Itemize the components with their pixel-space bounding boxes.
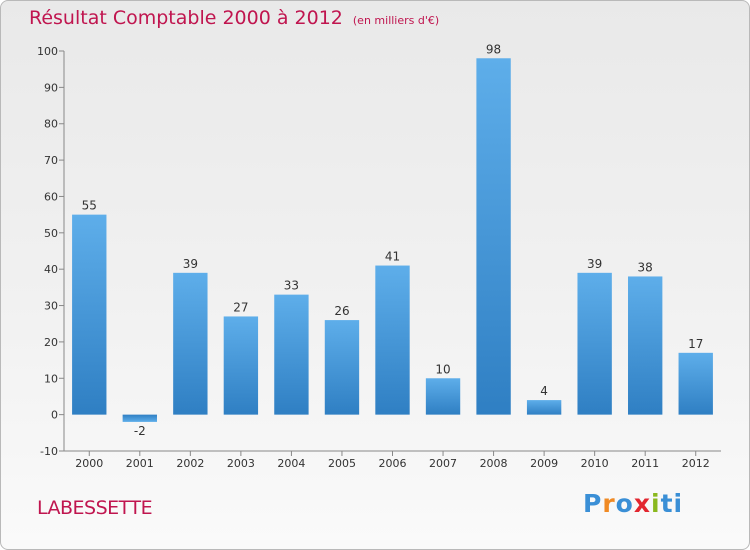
data-label: 98 [486, 42, 501, 56]
bar [476, 58, 511, 415]
y-tick-label: 30 [44, 300, 58, 313]
bar [678, 352, 713, 415]
y-tick-label: -10 [40, 445, 58, 458]
data-label: 4 [540, 384, 548, 398]
data-label: 39 [587, 257, 602, 271]
y-tick-label: 60 [44, 190, 58, 203]
y-tick-label: 20 [44, 336, 58, 349]
labels: 55 -2 39 27 33 26 41 10 98 4 39 38 17 [82, 42, 704, 438]
data-label: 41 [385, 250, 400, 264]
bar [324, 320, 360, 415]
y-tick-label: 80 [44, 118, 58, 131]
logo-letter: i [673, 489, 684, 518]
bar [628, 276, 663, 415]
proxiti-logo: Proxiti [583, 489, 683, 518]
x-tick-label: 2003 [227, 457, 255, 470]
y-tick-label: 100 [37, 45, 58, 58]
y-tick-label: 10 [44, 372, 58, 385]
y-tick-label: 90 [44, 81, 58, 94]
x-tick-label: 2012 [682, 457, 710, 470]
data-label: 39 [183, 257, 198, 271]
x-tick-label: 2004 [277, 457, 305, 470]
logo-letter: t [660, 489, 674, 518]
title-text: Résultat Comptable 2000 à 2012 [29, 7, 343, 29]
data-label: 17 [688, 337, 703, 351]
data-label: 38 [638, 260, 653, 274]
bars [72, 58, 713, 422]
x-tick-label: 2002 [176, 457, 204, 470]
data-label: -2 [134, 424, 146, 438]
data-label: 26 [334, 304, 349, 318]
data-label: 10 [435, 362, 450, 376]
chart-title: Résultat Comptable 2000 à 2012 (en millie… [29, 7, 439, 29]
bar [223, 316, 259, 415]
bar [173, 272, 208, 415]
logo-letter: i [651, 489, 661, 518]
x-tick-label: 2007 [429, 457, 457, 470]
x-tick-label: 2001 [126, 457, 154, 470]
logo-letter: o [615, 489, 634, 518]
axes: -10 0 10 20 30 40 50 60 70 80 90 100 2000 2001 2002 200… [37, 45, 721, 470]
x-tick-label: 2000 [75, 457, 103, 470]
x-tick-label: 2011 [631, 457, 659, 470]
bar [72, 214, 107, 415]
data-label: 33 [284, 279, 299, 293]
chart-subtitle: (en milliers d'€) [352, 14, 440, 27]
x-tick-label: 2006 [379, 457, 407, 470]
y-tick-label: 50 [44, 227, 58, 240]
y-tick-label: 0 [51, 409, 58, 422]
y-tick-label: 70 [44, 154, 58, 167]
commune-name: LABESSETTE [37, 497, 153, 519]
bar [425, 378, 461, 415]
bar [526, 400, 562, 415]
x-tick-label: 2008 [480, 457, 508, 470]
bar [375, 265, 410, 415]
bar [577, 272, 612, 415]
logo-letter: x [633, 489, 651, 518]
logo-letter: P [583, 489, 603, 518]
data-label: 55 [82, 199, 97, 213]
x-tick-label: 2010 [581, 457, 609, 470]
x-tick-label: 2009 [530, 457, 558, 470]
logo-letter: r [602, 489, 616, 518]
y-tick-label: 40 [44, 263, 58, 276]
x-tick-label: 2005 [328, 457, 356, 470]
bar [274, 294, 309, 415]
bar [122, 414, 157, 422]
data-label: 27 [233, 300, 248, 314]
